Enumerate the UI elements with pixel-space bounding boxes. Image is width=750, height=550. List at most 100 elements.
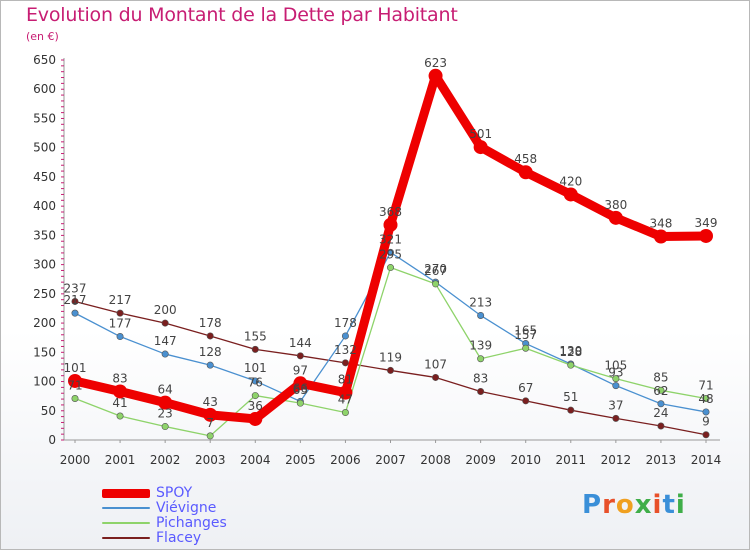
x-tick-label: 2014: [691, 453, 722, 467]
data-point-viévigne: [206, 361, 214, 369]
data-point-viévigne: [116, 333, 124, 341]
data-point-viévigne: [251, 377, 259, 385]
data-label-viévigne: 66: [293, 381, 308, 395]
data-point-viévigne: [477, 311, 485, 319]
data-label-flacey: 9: [702, 415, 710, 429]
data-point-spoy: [608, 210, 623, 225]
legend-swatch: [102, 507, 150, 509]
data-point-pichanges: [432, 280, 440, 288]
data-point-spoy: [158, 395, 173, 410]
data-label-flacey: 107: [424, 357, 447, 371]
y-tick-label: 550: [33, 111, 56, 125]
data-label-flacey: 51: [563, 390, 578, 404]
data-point-flacey: [612, 414, 620, 422]
data-label-pichanges: 23: [158, 407, 173, 421]
data-point-viévigne: [341, 332, 349, 340]
data-label-flacey: 200: [154, 303, 177, 317]
proxiti-logo: Proxiti: [582, 490, 686, 520]
legend-label: Flacey: [156, 530, 202, 546]
data-label-spoy: 97: [293, 363, 308, 377]
data-point-flacey: [161, 319, 169, 327]
legend-label: Viévigne: [156, 500, 217, 516]
data-point-viévigne: [702, 408, 710, 416]
y-tick-label: 600: [33, 82, 56, 96]
data-point-pichanges: [296, 399, 304, 407]
data-label-viévigne: 177: [109, 317, 132, 331]
logo-letter: i: [675, 490, 686, 520]
data-point-pichanges: [341, 409, 349, 417]
data-label-pichanges: 71: [698, 378, 713, 392]
data-label-flacey: 237: [64, 281, 87, 295]
data-label-viévigne: 217: [64, 293, 87, 307]
data-point-spoy: [248, 411, 263, 426]
logo-letter: x: [634, 490, 653, 520]
legend-swatch: [102, 537, 150, 539]
data-point-spoy: [699, 228, 713, 243]
data-label-spoy: 380: [604, 198, 627, 212]
data-label-viévigne: 321: [379, 232, 402, 246]
data-label-viévigne: 128: [199, 345, 222, 359]
data-point-spoy: [203, 407, 218, 422]
data-label-pichanges: 267: [424, 264, 447, 278]
data-label-flacey: 119: [379, 350, 402, 364]
data-point-pichanges: [161, 423, 169, 431]
data-point-pichanges: [251, 392, 259, 400]
data-label-flacey: 24: [653, 406, 668, 420]
legend-swatch: [102, 522, 150, 524]
data-label-spoy: 348: [649, 217, 672, 231]
data-point-flacey: [296, 352, 304, 360]
data-point-pichanges: [612, 375, 620, 383]
legend-label: SPOY: [156, 485, 193, 501]
data-point-pichanges: [206, 432, 214, 440]
data-point-spoy: [653, 229, 668, 244]
y-tick-label: 0: [48, 433, 56, 447]
y-tick-label: 500: [33, 141, 56, 155]
data-label-spoy: 101: [64, 361, 87, 375]
data-point-spoy: [113, 384, 128, 399]
data-label-flacey: 37: [608, 398, 623, 412]
data-label-spoy: 458: [514, 152, 537, 166]
x-tick-label: 2008: [420, 453, 451, 467]
data-point-flacey: [71, 297, 79, 305]
chart-subtitle: (en €): [26, 30, 59, 43]
logo-letter: t: [662, 490, 676, 520]
x-tick-label: 2009: [465, 453, 496, 467]
data-point-viévigne: [657, 400, 665, 408]
data-point-viévigne: [161, 350, 169, 358]
data-point-flacey: [341, 359, 349, 367]
data-label-viévigne: 48: [698, 392, 713, 406]
legend-item: Flacey: [102, 530, 201, 546]
data-point-spoy: [473, 140, 488, 155]
data-label-pichanges: 105: [604, 359, 627, 373]
data-point-flacey: [206, 332, 214, 340]
legend-item: SPOY: [102, 485, 192, 501]
data-point-viévigne: [612, 382, 620, 390]
legend-swatch: [102, 488, 150, 498]
data-point-flacey: [522, 397, 530, 405]
data-point-pichanges: [567, 361, 575, 369]
y-tick-label: 650: [33, 53, 56, 67]
data-point-flacey: [657, 422, 665, 430]
data-label-spoy: 623: [424, 56, 447, 70]
data-label-pichanges: 295: [379, 248, 402, 262]
logo-letter: r: [602, 490, 616, 520]
data-label-viévigne: 130: [559, 344, 582, 358]
y-tick-label: 150: [33, 345, 56, 359]
data-label-spoy: 349: [695, 216, 718, 230]
x-tick-label: 2002: [150, 453, 181, 467]
data-point-flacey: [702, 431, 710, 439]
logo-letter: i: [652, 490, 663, 520]
y-tick-label: 300: [33, 258, 56, 272]
y-tick-label: 400: [33, 199, 56, 213]
y-tick-label: 350: [33, 228, 56, 242]
x-tick-label: 2003: [195, 453, 226, 467]
data-label-flacey: 178: [199, 316, 222, 330]
data-label-flacey: 217: [109, 293, 132, 307]
data-label-spoy: 81: [338, 373, 353, 387]
x-tick-label: 2001: [105, 453, 136, 467]
x-tick-label: 2007: [375, 453, 406, 467]
data-label-flacey: 83: [473, 371, 488, 385]
x-tick-label: 2013: [646, 453, 677, 467]
y-tick-label: 200: [33, 316, 56, 330]
